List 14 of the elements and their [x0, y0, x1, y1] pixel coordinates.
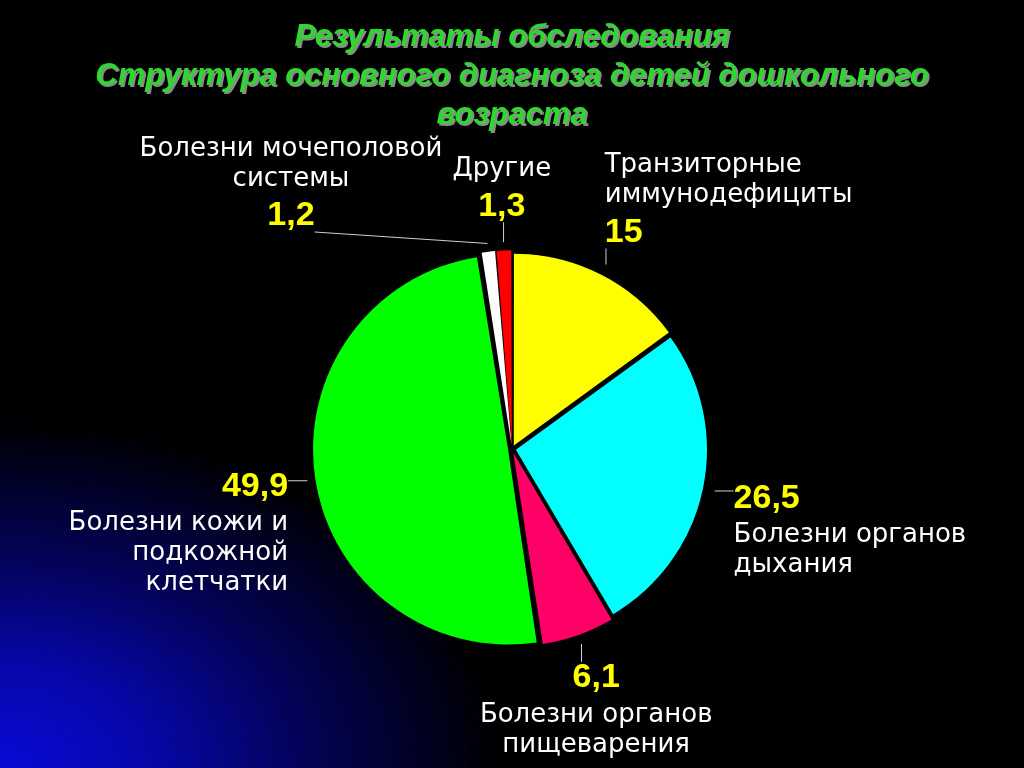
- chart-title: Результаты обследования: [293, 17, 731, 55]
- chart-subtitle: Структура основного диагноза детей дошкольного возраста: [94, 56, 930, 133]
- slice-label: Болезни мочеполовой системы: [139, 131, 443, 192]
- data-label: 26,5: [733, 476, 800, 515]
- data-label: 1,3: [478, 184, 526, 223]
- data-label: 6,1: [572, 656, 620, 695]
- slice-label: Транзиторные иммунодефициты: [603, 148, 853, 209]
- data-label: 49,9: [221, 464, 289, 503]
- slice-label: Другие: [452, 151, 552, 182]
- slice-label: Болезни кожи и подкожной клетчатки: [68, 506, 289, 597]
- slice-label: Болезни органов дыхания: [733, 518, 967, 579]
- data-label: 1,2: [267, 194, 315, 233]
- data-label: 15: [604, 210, 643, 249]
- slice-label: Болезни органов пищеварения: [479, 697, 713, 758]
